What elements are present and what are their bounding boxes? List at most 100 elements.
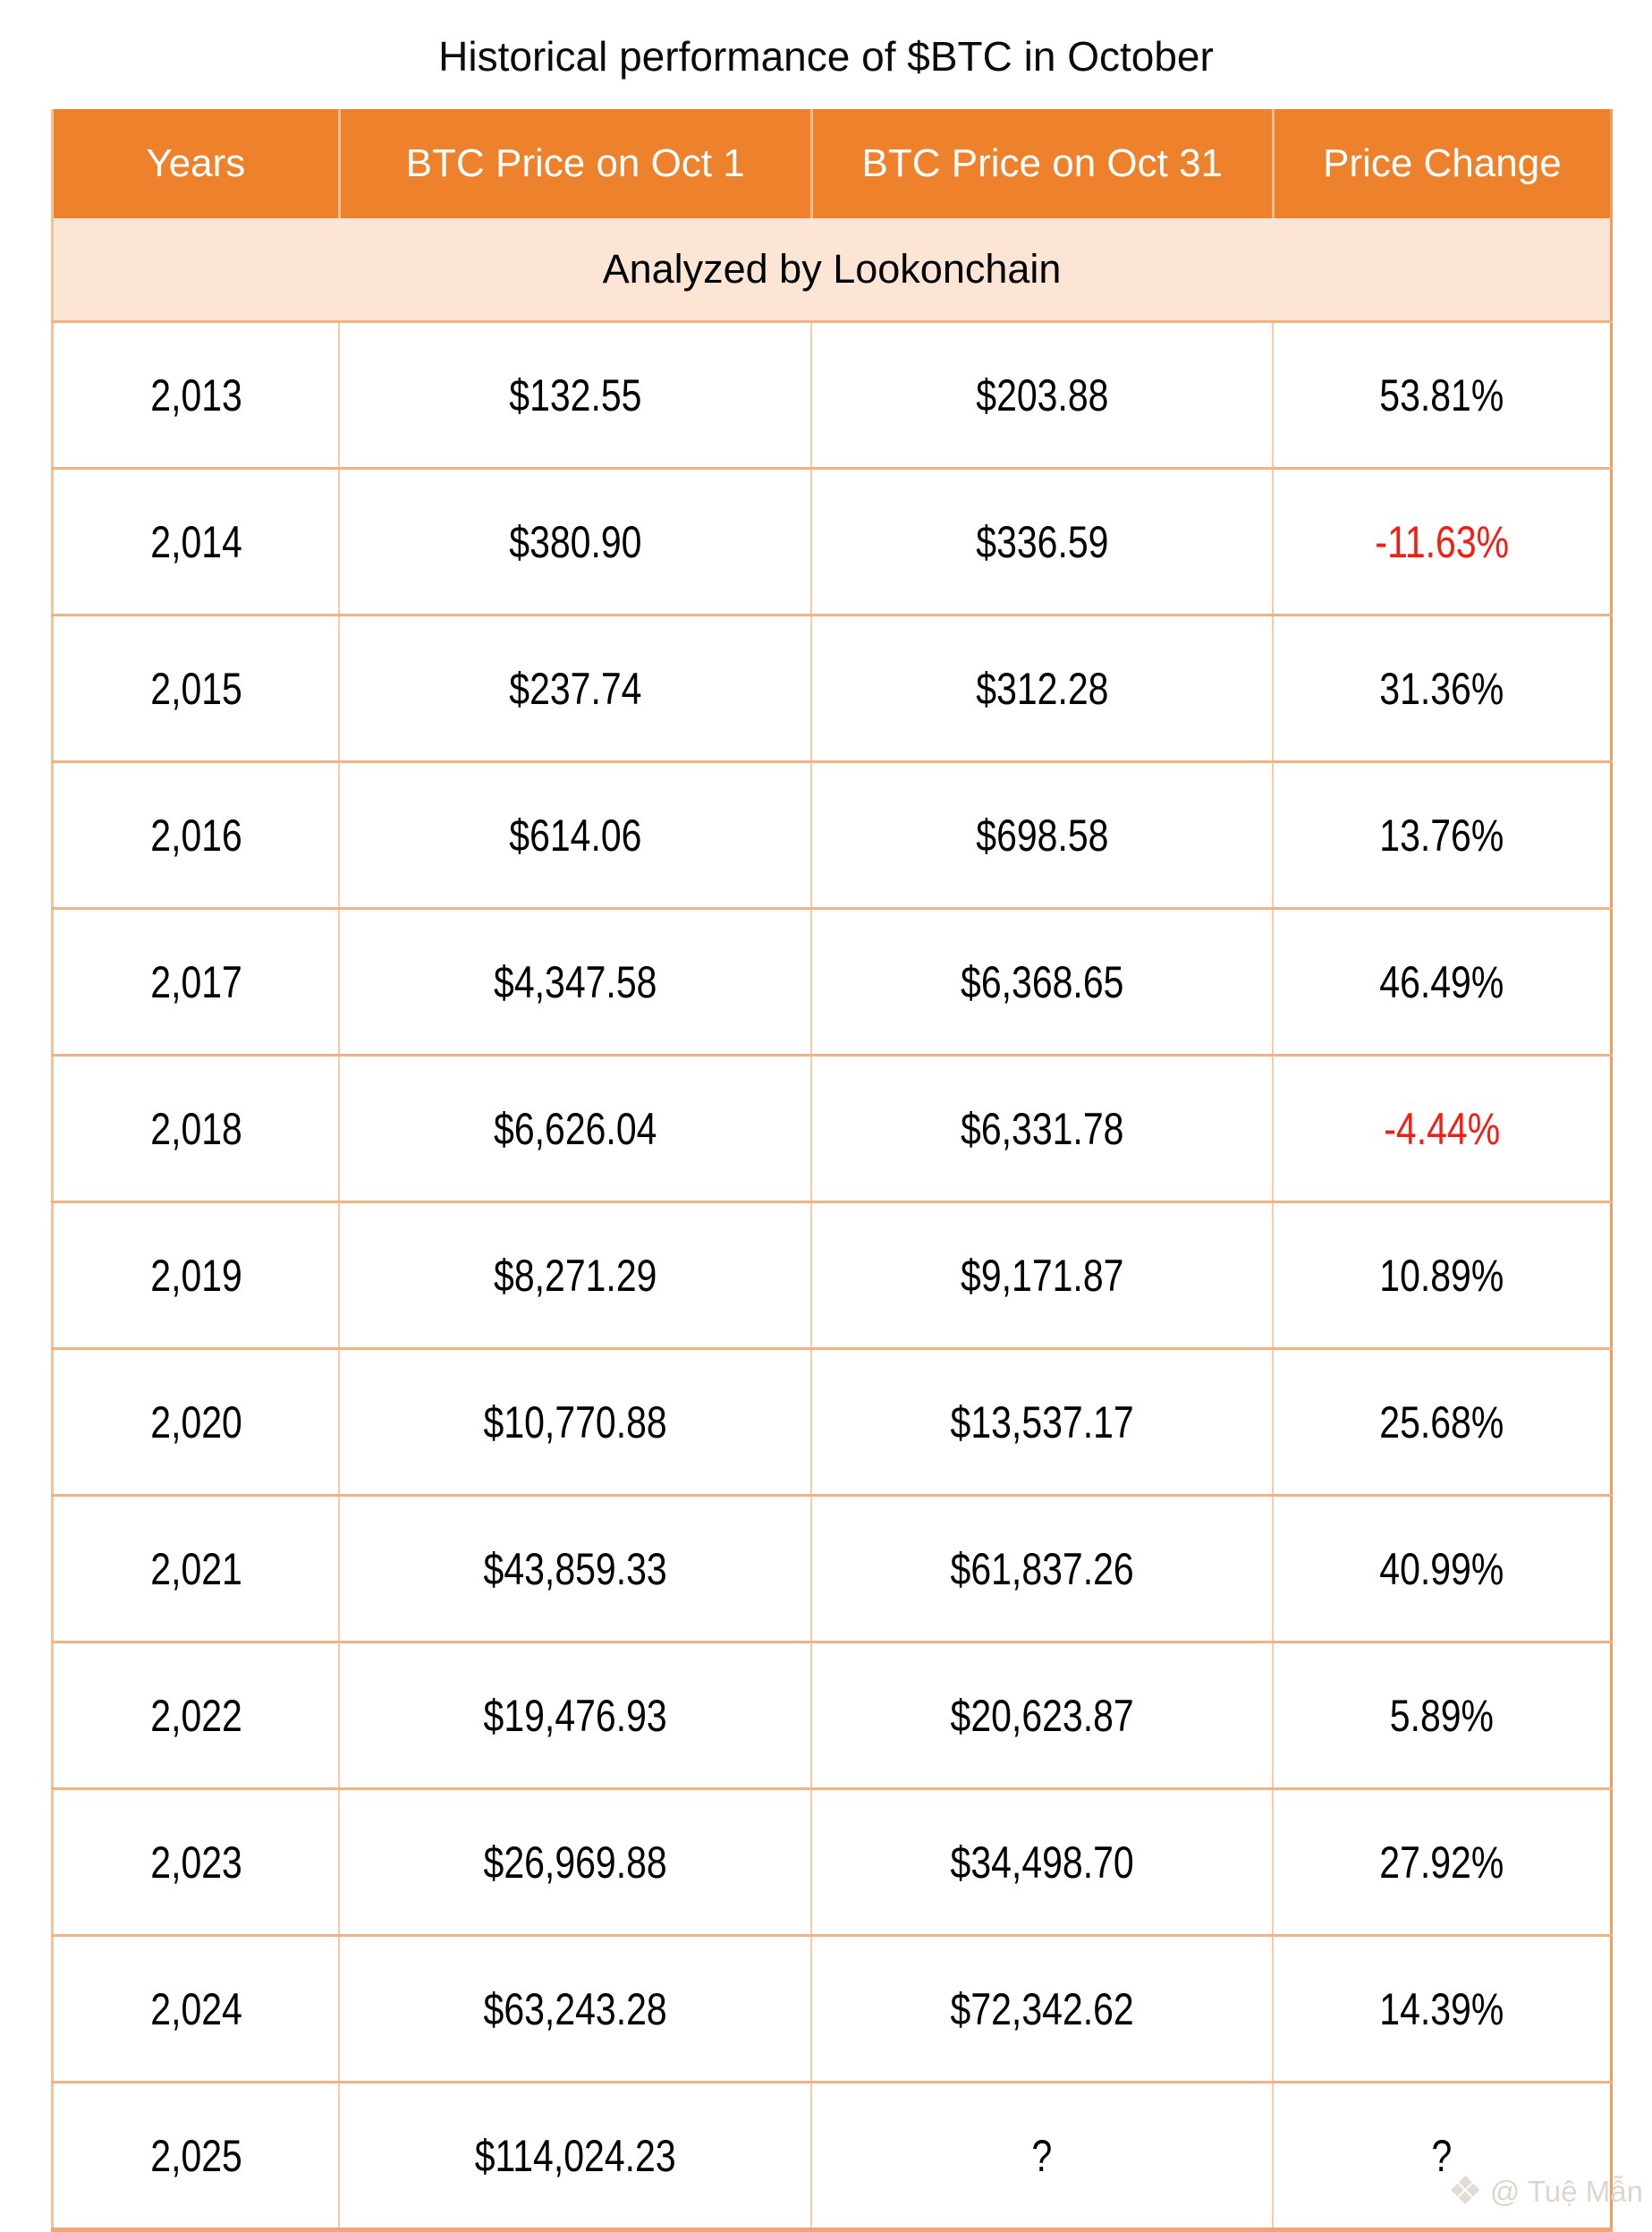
table-header-row: Years BTC Price on Oct 1 BTC Price on Oc…: [52, 109, 1612, 218]
table-row: 2,015 $237.74 $312.28 31.36%: [52, 615, 1612, 763]
year-cell: 2,024: [52, 1935, 341, 2083]
price-change-value: 46.49%: [1379, 956, 1504, 1007]
oct1-price-cell: $4,347.58: [339, 908, 813, 1057]
year-cell: 2,021: [52, 1495, 341, 1643]
oct31-price-cell: $72,342.62: [811, 1935, 1275, 2083]
year-value: 2,017: [149, 956, 242, 1007]
year-value: 2,016: [149, 810, 242, 861]
table-row: 2,025 $114,024.23 ? ?: [52, 2082, 1612, 2231]
oct31-price-cell: $61,837.26: [811, 1495, 1275, 1643]
oct1-price-value: $10,770.88: [483, 1396, 667, 1447]
oct31-price-cell: $20,623.87: [811, 1642, 1275, 1790]
oct31-price-value: $6,331.78: [961, 1103, 1124, 1154]
year-cell: 2,017: [52, 908, 341, 1057]
year-value: 2,013: [149, 369, 242, 420]
price-change-value: 40.99%: [1379, 1543, 1504, 1594]
oct31-price-cell: $34,498.70: [811, 1788, 1275, 1937]
price-change-cell: -11.63%: [1273, 468, 1612, 616]
oct31-price-value: $698.58: [976, 810, 1109, 861]
oct1-price-cell: $6,626.04: [339, 1055, 813, 1203]
table-row: 2,023 $26,969.88 $34,498.70 27.92%: [52, 1788, 1612, 1937]
price-change-cell: -4.44%: [1273, 1055, 1612, 1203]
year-value: 2,021: [149, 1543, 242, 1594]
year-value: 2,018: [149, 1103, 242, 1154]
column-header-years: Years: [52, 109, 341, 218]
oct1-price-value: $237.74: [509, 663, 642, 714]
year-cell: 2,014: [52, 468, 341, 616]
year-value: 2,025: [149, 2130, 242, 2181]
year-value: 2,022: [149, 1690, 242, 1741]
table-row: 2,020 $10,770.88 $13,537.17 25.68%: [52, 1348, 1612, 1497]
price-change-value: -11.63%: [1375, 516, 1509, 567]
price-change-cell: 14.39%: [1273, 1935, 1612, 2083]
year-value: 2,020: [149, 1396, 242, 1447]
price-change-cell: 10.89%: [1273, 1201, 1612, 1350]
year-cell: 2,018: [52, 1055, 341, 1203]
year-cell: 2,023: [52, 1788, 341, 1937]
watermark: ❖ @ Tuệ Mẫn: [1447, 2172, 1643, 2211]
diamond-logo-icon: ❖: [1447, 2169, 1483, 2213]
oct31-price-value: $203.88: [976, 369, 1109, 420]
analyzed-by-cell: Analyzed by Lookonchain: [52, 218, 1612, 323]
year-cell: 2,020: [52, 1348, 341, 1497]
oct1-price-value: $63,243.28: [483, 1983, 667, 2034]
oct31-price-cell: $312.28: [811, 615, 1275, 763]
price-change-cell: 25.68%: [1273, 1348, 1612, 1497]
price-change-value: 10.89%: [1379, 1250, 1504, 1301]
price-change-cell: 40.99%: [1273, 1495, 1612, 1643]
btc-october-performance-table: Years BTC Price on Oct 1 BTC Price on Oc…: [51, 109, 1613, 2232]
price-change-value: 31.36%: [1379, 663, 1504, 714]
year-cell: 2,013: [52, 321, 341, 470]
page-title: Historical performance of $BTC in Octobe…: [438, 33, 1214, 80]
oct1-price-value: $19,476.93: [483, 1690, 667, 1741]
oct31-price-value: $312.28: [976, 663, 1109, 714]
table-row: 2,024 $63,243.28 $72,342.62 14.39%: [52, 1935, 1612, 2083]
oct31-price-cell: $698.58: [811, 761, 1275, 910]
year-value: 2,014: [149, 516, 242, 567]
table-row: 2,014 $380.90 $336.59 -11.63%: [52, 468, 1612, 616]
oct1-price-cell: $614.06: [339, 761, 813, 910]
price-change-cell: 53.81%: [1273, 321, 1612, 470]
oct31-price-cell: $336.59: [811, 468, 1275, 616]
price-change-value: 13.76%: [1379, 810, 1504, 861]
oct31-price-value: $34,498.70: [950, 1837, 1134, 1888]
price-change-cell: 27.92%: [1273, 1788, 1612, 1937]
price-change-cell: 46.49%: [1273, 908, 1612, 1057]
column-header-btc-price-oct31: BTC Price on Oct 31: [811, 109, 1275, 218]
oct1-price-cell: $114,024.23: [339, 2082, 813, 2231]
oct1-price-value: $6,626.04: [494, 1103, 657, 1154]
year-value: 2,023: [149, 1837, 242, 1888]
table-row: 2,016 $614.06 $698.58 13.76%: [52, 761, 1612, 910]
price-change-value: 5.89%: [1389, 1690, 1495, 1741]
oct1-price-value: $614.06: [509, 810, 642, 861]
oct1-price-cell: $43,859.33: [339, 1495, 813, 1643]
watermark-text: @ Tuệ Mẫn: [1489, 2175, 1643, 2208]
oct1-price-value: $26,969.88: [483, 1837, 667, 1888]
oct31-price-cell: $6,331.78: [811, 1055, 1275, 1203]
oct31-price-cell: $13,537.17: [811, 1348, 1275, 1497]
oct1-price-cell: $237.74: [339, 615, 813, 763]
price-change-cell: ?: [1273, 2082, 1612, 2231]
table-row: 2,019 $8,271.29 $9,171.87 10.89%: [52, 1201, 1612, 1350]
price-change-cell: 5.89%: [1273, 1642, 1612, 1790]
oct1-price-value: $380.90: [509, 516, 642, 567]
price-change-value: 53.81%: [1379, 369, 1504, 420]
oct31-price-value: $61,837.26: [950, 1543, 1134, 1594]
oct1-price-cell: $19,476.93: [339, 1642, 813, 1790]
oct31-price-value: $6,368.65: [961, 956, 1124, 1007]
column-header-price-change: Price Change: [1273, 109, 1612, 218]
table-row: 2,021 $43,859.33 $61,837.26 40.99%: [52, 1495, 1612, 1643]
table-row: 2,018 $6,626.04 $6,331.78 -4.44%: [52, 1055, 1612, 1203]
column-header-btc-price-oct1: BTC Price on Oct 1: [339, 109, 813, 218]
price-change-cell: 13.76%: [1273, 761, 1612, 910]
price-change-cell: 31.36%: [1273, 615, 1612, 763]
oct1-price-value: $132.55: [509, 369, 642, 420]
oct1-price-cell: $380.90: [339, 468, 813, 616]
oct31-price-value: ?: [1031, 2130, 1053, 2181]
table-row: 2,017 $4,347.58 $6,368.65 46.49%: [52, 908, 1612, 1057]
oct31-price-cell: $6,368.65: [811, 908, 1275, 1057]
price-change-value: 25.68%: [1379, 1396, 1504, 1447]
oct31-price-value: $9,171.87: [961, 1250, 1124, 1301]
oct31-price-cell: $9,171.87: [811, 1201, 1275, 1350]
oct1-price-cell: $10,770.88: [339, 1348, 813, 1497]
